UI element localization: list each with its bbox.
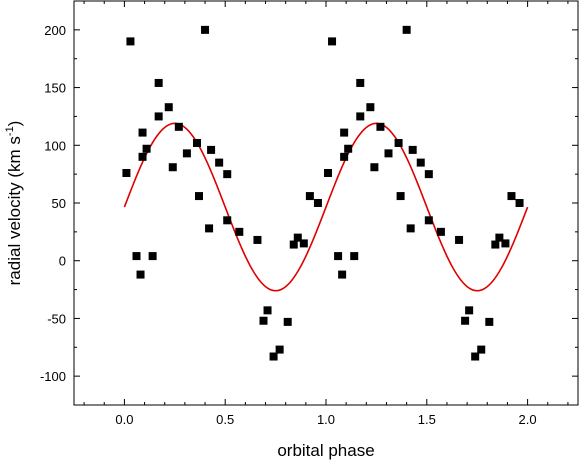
data-point	[154, 112, 163, 121]
y-axis-title-exponent: -1	[4, 126, 16, 136]
data-point	[501, 239, 510, 248]
data-point	[394, 138, 403, 147]
data-point	[253, 235, 262, 244]
y-axis-title-suffix: )	[5, 121, 24, 127]
data-point	[174, 122, 183, 131]
data-point	[507, 192, 516, 201]
data-point	[455, 235, 464, 244]
data-point	[366, 103, 375, 112]
x-tick-label: 2.0	[519, 412, 537, 427]
data-point	[201, 25, 210, 34]
data-point	[416, 158, 425, 167]
data-point	[192, 138, 201, 147]
data-point	[293, 233, 302, 242]
data-point	[182, 149, 191, 158]
data-point	[338, 270, 347, 279]
data-point	[340, 128, 349, 137]
data-point	[396, 192, 405, 201]
x-tick-label: 1.0	[317, 412, 335, 427]
data-point	[313, 199, 322, 207]
data-point	[299, 239, 308, 248]
data-point	[263, 306, 272, 315]
data-point	[356, 112, 365, 121]
data-point	[126, 37, 135, 46]
data-point	[122, 168, 131, 177]
data-point	[283, 317, 292, 326]
data-point	[148, 252, 157, 261]
data-point	[164, 103, 173, 112]
data-point	[142, 144, 151, 153]
data-point	[406, 224, 415, 233]
y-tick-label: 0	[59, 254, 66, 269]
x-tick-label: 1.5	[418, 412, 436, 427]
data-point	[356, 78, 365, 87]
y-tick-label: 150	[44, 81, 66, 96]
data-point	[324, 168, 333, 177]
data-point	[370, 163, 379, 172]
fit-curve-line	[123, 122, 529, 292]
data-point	[275, 345, 284, 354]
data-point	[168, 163, 177, 172]
data-point	[136, 270, 145, 279]
data-point	[223, 216, 232, 225]
data-point	[215, 158, 224, 167]
axis-ticks	[74, 0, 578, 406]
x-axis-title: orbital phase	[277, 441, 374, 460]
data-point	[402, 25, 411, 34]
y-tick-label: -50	[47, 311, 66, 326]
data-point	[207, 145, 216, 154]
data-point	[461, 316, 470, 325]
data-point	[485, 317, 494, 326]
data-point	[408, 145, 417, 154]
data-point	[205, 224, 214, 233]
y-tick-label: 100	[44, 138, 66, 153]
data-point	[471, 352, 480, 361]
data-point	[515, 199, 524, 207]
y-tick-label: 200	[44, 23, 66, 38]
data-point	[289, 240, 298, 249]
data-point	[350, 252, 359, 261]
data-point	[495, 233, 504, 242]
data-point	[194, 192, 203, 201]
data-point	[424, 170, 433, 179]
data-point	[376, 122, 385, 131]
data-point	[477, 345, 486, 354]
plot-area-border	[73, 0, 579, 406]
data-point	[269, 352, 278, 361]
data-point	[259, 316, 268, 325]
data-point	[491, 240, 500, 249]
data-point	[138, 152, 147, 161]
plot-frame	[73, 0, 579, 406]
y-axis-title: radial velocity (km s-1)	[4, 121, 24, 286]
data-point	[424, 216, 433, 225]
data-point	[328, 37, 337, 46]
data-point	[344, 144, 353, 153]
data-point	[132, 252, 141, 261]
data-point	[465, 306, 474, 315]
data-point	[223, 170, 232, 179]
data-point	[154, 78, 163, 87]
fit-curve-layer	[123, 122, 529, 292]
y-axis-title-prefix: radial velocity (km s	[5, 136, 24, 285]
data-points-layer	[122, 25, 524, 361]
x-tick-label: 0.0	[115, 412, 133, 427]
y-tick-label: 50	[52, 196, 66, 211]
data-point	[384, 149, 393, 158]
data-point	[334, 252, 343, 261]
data-point	[305, 192, 314, 201]
axis-tick-labels: 0.0 0.5 1.0 1.5 2.0 -100 -50 0 50 100 150 200	[40, 23, 537, 427]
y-tick-label: -100	[40, 369, 66, 384]
data-point	[340, 152, 349, 161]
x-tick-label: 0.5	[216, 412, 234, 427]
data-point	[436, 227, 445, 236]
data-point	[235, 227, 244, 236]
data-point	[138, 128, 147, 137]
